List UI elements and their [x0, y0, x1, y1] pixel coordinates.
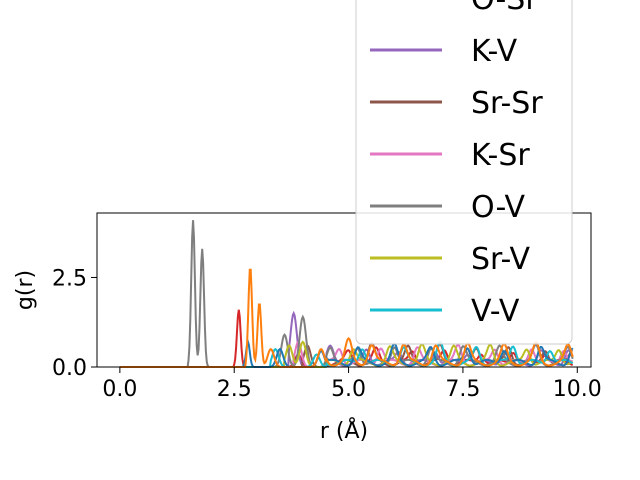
y-tick-label: 0.0 — [52, 356, 87, 381]
legend-label: Sr-Sr — [471, 86, 543, 121]
y-axis: 0.0 2.5 — [52, 266, 97, 381]
legend: O-Sr K-V Sr-Sr K-Sr O-V Sr-V V-V — [355, 0, 573, 345]
y-tick-label: 2.5 — [52, 266, 87, 291]
x-tick-label: 7.5 — [445, 377, 480, 402]
legend-label: K-V — [471, 34, 518, 69]
legend-label: O-Sr — [471, 0, 538, 17]
legend-label: K-Sr — [471, 138, 530, 173]
x-tick-label: 2.5 — [217, 377, 252, 402]
legend-label: Sr-V — [471, 242, 531, 277]
legend-label: O-V — [471, 190, 526, 225]
x-tick-label: 10.0 — [553, 377, 602, 402]
x-tick-label: 5.0 — [331, 377, 366, 402]
plot-frame — [96, 212, 592, 368]
legend-label: V-V — [471, 294, 520, 329]
x-axis-title: r (Å) — [320, 417, 368, 444]
x-axis: 0.0 2.5 5.0 7.5 10.0 — [102, 367, 602, 402]
x-tick-label: 0.0 — [102, 377, 137, 402]
y-axis-title: g(r) — [13, 270, 38, 310]
legend-box — [355, 0, 573, 345]
